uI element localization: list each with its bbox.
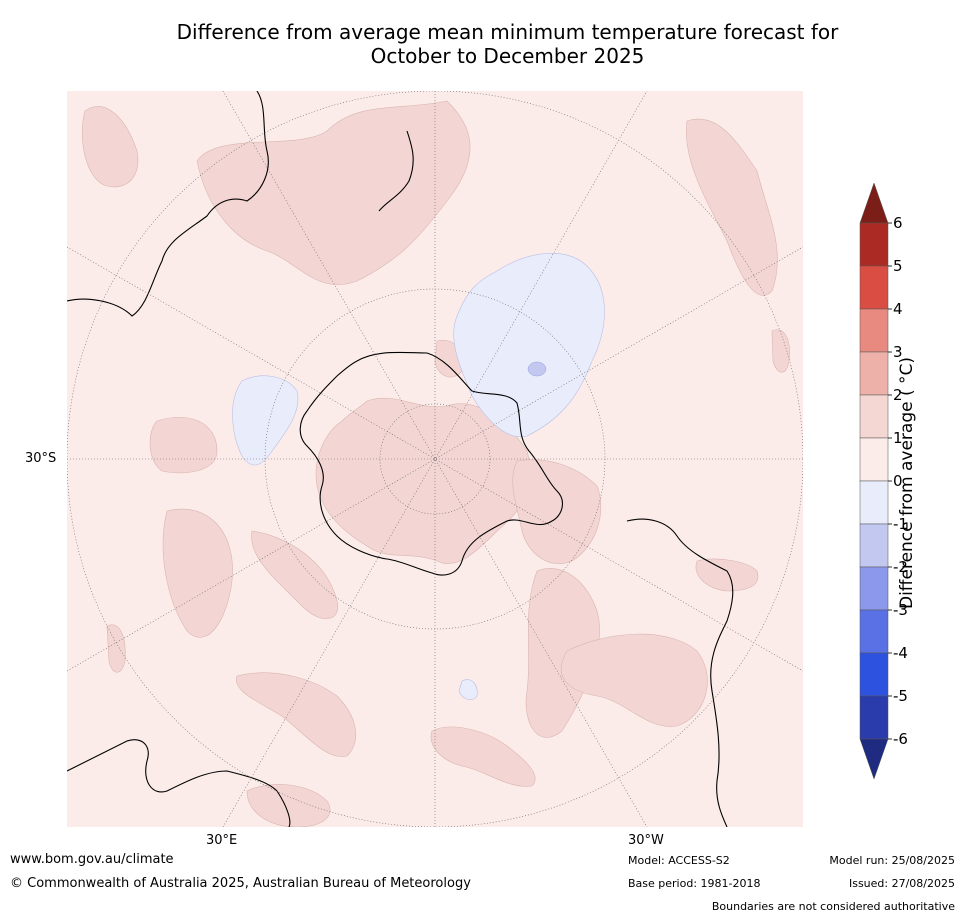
colorbar-tick-label: 1 [893, 429, 903, 447]
colorbar-tick-label: -5 [893, 687, 908, 705]
anomaly-regions-warm [81, 100, 790, 827]
colorbar-tick-label: -1 [893, 515, 908, 533]
coast-new-zealand [378, 130, 414, 212]
meridian-60 [67, 246, 803, 672]
meridian-30 [222, 91, 648, 827]
title-line-1: Difference from average mean minimum tem… [176, 20, 839, 44]
coast-south-america [626, 518, 734, 827]
model-run-text: Model run: 25/08/2025 [829, 854, 955, 867]
colorbar-tick-label: 5 [893, 257, 903, 275]
model-text: Model: ACCESS-S2 [628, 854, 730, 867]
coast-africa [67, 739, 291, 827]
forecast-map [67, 91, 803, 827]
warm-region-south-indian [236, 672, 356, 757]
meridian-150 [222, 91, 648, 827]
colorbar-tick-label: -2 [893, 558, 908, 576]
cool-region-pacific [453, 252, 605, 438]
colorbar-segment [859, 695, 889, 740]
warm-region-antarctica [315, 397, 531, 564]
meridian-120 [67, 246, 803, 672]
coastlines [67, 91, 734, 827]
warm-region-tasman [196, 100, 471, 285]
colorbar-tick-label: -6 [893, 730, 908, 748]
colorbar-segment [859, 523, 889, 568]
colorbar-segment [859, 265, 889, 310]
lon-label-30e: 30°E [206, 833, 238, 848]
colorbar-tick-label: 0 [893, 472, 903, 490]
colorbar-tick-label: -4 [893, 644, 908, 662]
colorbar-segment [859, 351, 889, 396]
colorbar-segment [859, 222, 889, 267]
colorbar-segment [859, 566, 889, 611]
colorbar-tick-label: 6 [893, 214, 903, 232]
colorbar-segment [859, 609, 889, 654]
colorbar-tick-label: 2 [893, 386, 903, 404]
warm-region-se-2 [430, 726, 536, 787]
warm-region-small-2 [771, 329, 790, 373]
coast-australia [67, 91, 269, 317]
colorbar-segment [859, 308, 889, 353]
anomaly-regions-cool [232, 252, 605, 700]
colorbar-extend-bottom [859, 738, 889, 780]
warm-region-indian-north [81, 106, 139, 188]
copyright-text: © Commonwealth of Australia 2025, Austra… [10, 876, 471, 891]
lat-label-30s: 30°S [25, 451, 57, 466]
colorbar-title: Difference from average ( °C) [897, 356, 917, 610]
graticule [67, 91, 803, 827]
base-period-text: Base period: 1981-2018 [628, 877, 761, 890]
warm-region-pacific-east [686, 118, 778, 296]
colorbar-extend-top [859, 182, 889, 224]
colorbar-segment [859, 437, 889, 482]
warm-region-small-1 [106, 624, 126, 673]
colorbar-segment [859, 394, 889, 439]
cool-region-core [527, 361, 547, 377]
warm-region-sw [246, 784, 331, 827]
disclaimer-text: Boundaries are not considered authoritat… [711, 900, 955, 913]
issued-text: Issued: 27/08/2025 [848, 877, 955, 890]
lon-label-30w: 30°W [628, 833, 664, 848]
colorbar: 6 5 4 3 2 1 0 -1 -2 -3 -4 -5 -6 [840, 180, 965, 785]
coast-antarctica [299, 351, 563, 576]
cool-region-small [458, 679, 478, 700]
colorbar-segment [859, 480, 889, 525]
chart-title: Difference from average mean minimum tem… [100, 20, 915, 68]
colorbar-tick-label: 3 [893, 343, 903, 361]
warm-region-indian-2 [162, 508, 233, 638]
colorbar-tick-label: -3 [893, 601, 908, 619]
warm-region-weddell [512, 459, 602, 564]
cool-region-indian [232, 375, 299, 466]
colorbar-tick-label: 4 [893, 300, 903, 318]
warm-region-south-atlantic [525, 568, 600, 738]
website-text: www.bom.gov.au/climate [10, 852, 174, 867]
warm-region-se-1 [695, 558, 759, 592]
title-line-2: October to December 2025 [370, 44, 645, 68]
warm-region-indian-3 [251, 530, 339, 620]
warm-region-south-pacific [560, 633, 708, 727]
colorbar-segment [859, 652, 889, 697]
